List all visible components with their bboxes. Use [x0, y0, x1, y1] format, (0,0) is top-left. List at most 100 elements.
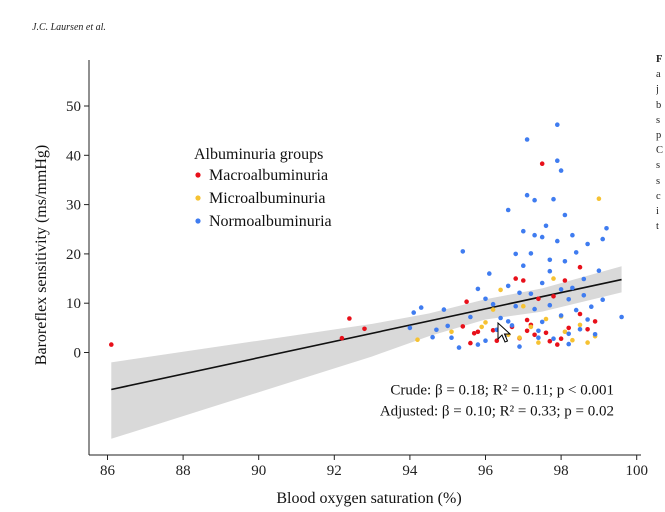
legend: Albuminuria groups Macroalbuminuria Microa… [194, 146, 332, 230]
y-tick-label: 50 [66, 99, 81, 115]
y-tick-label: 30 [66, 198, 81, 214]
data-point [577, 322, 583, 328]
mouse-cursor-icon [497, 322, 511, 343]
data-point [581, 293, 587, 298]
data-point [456, 345, 462, 350]
annotation: Adjusted: β = 0.10; R² = 0.33; p = 0.02 [380, 404, 614, 420]
data-point [487, 271, 492, 276]
x-tick-label: 86 [100, 463, 116, 479]
running-head: J.C. Laursen et al. [32, 22, 106, 33]
data-point [600, 297, 605, 303]
data-point [475, 329, 481, 335]
data-point [109, 342, 114, 347]
data-point [521, 303, 526, 309]
data-point [483, 338, 488, 344]
data-point [471, 331, 477, 336]
data-point [407, 325, 413, 331]
data-point [585, 317, 590, 322]
data-point [449, 335, 454, 341]
data-point [460, 324, 466, 329]
data-point [460, 249, 466, 254]
data-point [441, 307, 447, 312]
data-point [521, 278, 526, 283]
data-point [585, 340, 590, 345]
data-point [619, 314, 624, 320]
data-point [505, 283, 511, 289]
data-point [521, 263, 526, 269]
legend-marker [195, 195, 201, 201]
data-point [604, 226, 609, 231]
data-point [547, 268, 553, 274]
data-point [498, 315, 503, 321]
data-point [577, 311, 583, 317]
data-point [566, 341, 571, 347]
data-point [536, 335, 541, 341]
data-point [524, 317, 530, 323]
data-point [415, 337, 420, 343]
y-tick-label: 10 [66, 296, 81, 312]
y-tick-label: 40 [66, 148, 81, 164]
data-point [551, 336, 556, 342]
data-point [475, 342, 481, 347]
data-point [524, 192, 530, 198]
data-point [536, 340, 541, 345]
data-point [528, 324, 534, 330]
data-point [517, 335, 522, 341]
data-point [566, 331, 571, 337]
data-point [464, 299, 469, 305]
data-point [528, 291, 534, 297]
data-point [430, 334, 435, 340]
legend-entry: Microalbuminuria [209, 190, 325, 207]
side-text-line: p [656, 130, 662, 142]
data-point [555, 342, 560, 347]
data-point [434, 327, 439, 333]
y-tick-label: 20 [66, 247, 81, 263]
data-point [570, 232, 575, 238]
data-point [532, 232, 537, 238]
x-tick-label: 98 [554, 463, 569, 479]
data-point [475, 286, 481, 292]
data-point [498, 287, 503, 293]
data-point [570, 337, 575, 343]
data-point [483, 320, 488, 325]
data-point [411, 310, 417, 315]
data-point [543, 316, 549, 322]
data-point [521, 228, 526, 234]
data-point [547, 338, 553, 344]
data-point [532, 197, 537, 203]
x-tick-label: 94 [402, 463, 418, 479]
y-axis-label: Baroreflex sensitivity (ms/mmHg) [33, 145, 50, 365]
side-text-line: t [656, 221, 659, 233]
data-point [418, 305, 424, 310]
side-text-line: b [656, 99, 662, 111]
data-point [517, 290, 522, 296]
data-point [547, 302, 553, 308]
data-point [517, 344, 522, 349]
data-point [558, 287, 564, 292]
data-point [539, 234, 545, 240]
side-text-line: s [656, 175, 661, 187]
data-point [449, 329, 454, 335]
legend-title: Albuminuria groups [194, 146, 323, 163]
data-point [543, 330, 549, 336]
data-point [585, 327, 590, 332]
data-point [566, 325, 571, 331]
data-point [468, 340, 473, 346]
data-point [592, 319, 598, 324]
data-point [573, 307, 579, 313]
data-point [505, 319, 511, 324]
data-point [596, 268, 602, 274]
data-point [539, 319, 545, 325]
data-point [539, 280, 545, 286]
side-text-line: i [656, 206, 659, 218]
x-tick-label: 88 [176, 463, 191, 479]
side-text-line: a [656, 69, 661, 81]
data-point [551, 196, 556, 202]
data-point [562, 278, 568, 283]
data-point [536, 328, 541, 334]
data-point [539, 161, 545, 166]
x-tick-label: 100 [625, 463, 648, 479]
data-point [600, 236, 605, 242]
side-text-line: F [656, 54, 663, 65]
